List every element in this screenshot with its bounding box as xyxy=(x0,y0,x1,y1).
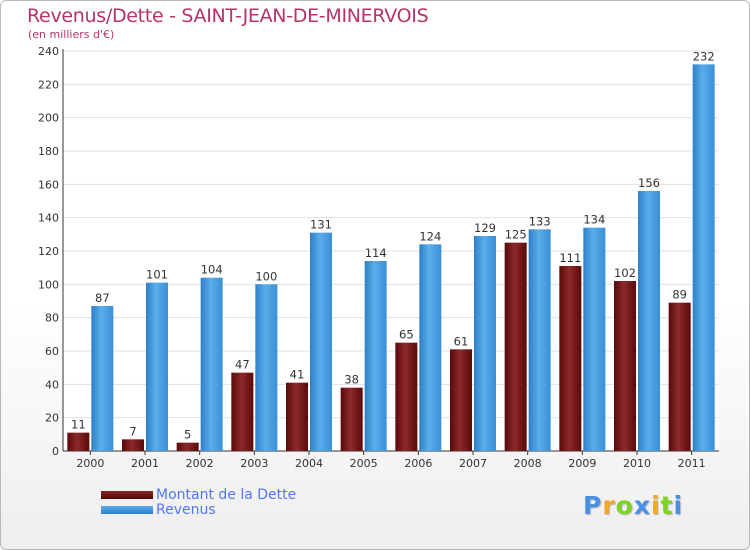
x-tick-label: 2008 xyxy=(514,457,542,470)
data-label-revenus-2003: 100 xyxy=(255,269,277,283)
data-label-revenus-2010: 156 xyxy=(638,176,660,190)
y-tick-label: 160 xyxy=(38,178,59,191)
legend-swatch-revenus xyxy=(101,506,153,514)
bar-revenus-2011 xyxy=(692,64,715,452)
bar-dette-2008 xyxy=(504,242,527,451)
bar-dette-2001 xyxy=(122,439,144,451)
bar-dette-2004 xyxy=(286,382,308,451)
x-tick-label: 2011 xyxy=(678,457,706,470)
x-tick-label: 2010 xyxy=(623,457,651,470)
x-tick-label: 2006 xyxy=(404,457,432,470)
data-label-revenus-2000: 87 xyxy=(95,291,110,305)
bar-dette-2007 xyxy=(450,349,472,451)
proxiti-logo: Proxiti xyxy=(583,491,683,520)
proxiti-logo-letter: x xyxy=(633,491,651,520)
bar-revenus-2002 xyxy=(200,277,223,451)
bar-revenus-2007 xyxy=(474,236,496,451)
y-tick-label: 80 xyxy=(45,312,59,325)
data-label-dette-2008: 125 xyxy=(505,228,527,242)
bar-revenus-2005 xyxy=(364,261,387,451)
data-label-dette-2004: 41 xyxy=(290,368,305,382)
data-label-dette-2010: 102 xyxy=(614,266,636,280)
bar-revenus-2004 xyxy=(310,232,332,451)
y-tick-label: 120 xyxy=(38,245,59,258)
x-tick-label: 2001 xyxy=(131,457,159,470)
proxiti-logo-letter: o xyxy=(615,491,634,520)
data-label-dette-2006: 65 xyxy=(399,328,414,342)
chart-subtitle: (en milliers d'€) xyxy=(28,28,115,41)
y-tick-label: 200 xyxy=(38,112,59,125)
y-tick-label: 240 xyxy=(38,45,59,58)
bar-dette-2009 xyxy=(559,266,582,451)
bar-revenus-2000 xyxy=(91,306,114,451)
data-label-revenus-2009: 134 xyxy=(583,213,605,227)
legend-label-dette: Montant de la Dette xyxy=(156,487,297,503)
data-label-dette-2009: 111 xyxy=(559,251,581,265)
data-label-dette-2011: 89 xyxy=(672,288,687,302)
legend-label-revenus: Revenus xyxy=(156,502,216,518)
y-tick-label: 140 xyxy=(38,212,59,225)
bar-dette-2006 xyxy=(395,342,418,451)
data-label-revenus-2004: 131 xyxy=(310,218,332,232)
x-tick-label: 2004 xyxy=(295,457,323,470)
data-label-revenus-2001: 101 xyxy=(146,268,168,282)
y-tick-label: 20 xyxy=(45,412,59,425)
y-tick-label: 180 xyxy=(38,145,59,158)
data-label-dette-2003: 47 xyxy=(235,358,250,372)
data-label-dette-2002: 5 xyxy=(184,428,191,442)
data-label-dette-2005: 38 xyxy=(344,373,359,387)
bar-dette-2000 xyxy=(67,432,90,451)
bar-revenus-2001 xyxy=(146,282,168,451)
y-tick-label: 60 xyxy=(45,345,59,358)
bar-dette-2005 xyxy=(340,387,363,451)
proxiti-logo-letter: r xyxy=(602,491,616,520)
data-label-dette-2001: 7 xyxy=(129,424,136,438)
x-tick-label: 2005 xyxy=(350,457,378,470)
data-label-revenus-2006: 124 xyxy=(419,229,441,243)
bar-revenus-2006 xyxy=(419,244,442,451)
bar-revenus-2008 xyxy=(528,229,551,451)
x-tick-label: 2007 xyxy=(459,457,487,470)
bar-dette-2003 xyxy=(231,372,254,451)
x-tick-label: 2002 xyxy=(186,457,214,470)
data-label-revenus-2002: 104 xyxy=(201,263,223,277)
y-tick-label: 40 xyxy=(45,378,59,391)
y-tick-label: 100 xyxy=(38,278,59,291)
legend-swatch-dette xyxy=(101,491,153,499)
data-label-revenus-2005: 114 xyxy=(365,246,387,260)
data-label-revenus-2011: 232 xyxy=(693,49,715,63)
bar-dette-2002 xyxy=(176,442,199,451)
data-label-dette-2000: 11 xyxy=(71,418,86,432)
chart-title: Revenus/Dette - SAINT-JEAN-DE-MINERVOIS xyxy=(27,5,429,27)
bar-revenus-2009 xyxy=(583,227,606,451)
x-tick-label: 2003 xyxy=(240,457,268,470)
bar-revenus-2010 xyxy=(638,191,660,451)
data-label-revenus-2008: 133 xyxy=(529,214,551,228)
data-label-revenus-2007: 129 xyxy=(474,221,496,235)
bar-revenus-2003 xyxy=(255,284,278,451)
x-tick-label: 2000 xyxy=(76,457,104,470)
y-tick-label: 0 xyxy=(52,445,59,458)
bar-dette-2010 xyxy=(614,281,636,451)
data-label-dette-2007: 61 xyxy=(454,334,469,348)
proxiti-logo-letter: P xyxy=(583,491,603,520)
x-tick-label: 2009 xyxy=(568,457,596,470)
bar-dette-2011 xyxy=(668,302,691,451)
y-tick-label: 220 xyxy=(38,78,59,91)
proxiti-logo-letter: i xyxy=(651,491,661,520)
proxiti-logo-letter: i xyxy=(673,491,684,520)
proxiti-logo-letter: t xyxy=(660,491,674,520)
